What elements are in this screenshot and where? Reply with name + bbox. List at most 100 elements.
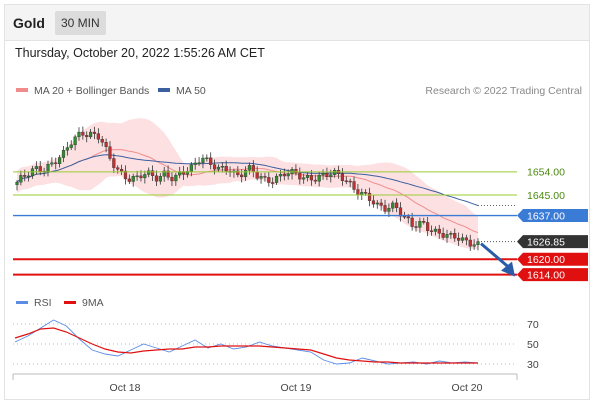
candle-body [395,202,399,208]
candle-body [139,175,143,179]
candle-body [329,174,333,177]
rsi-tick-label: 50 [527,339,539,351]
research-credit: Research © 2022 Trading Central [425,85,582,97]
candle-body [333,170,337,175]
candle-body [437,228,441,234]
candle-body [162,170,166,177]
candle-body [364,192,368,194]
chart-header: Gold 30 MIN [5,5,589,41]
candle-body [92,131,97,134]
candle-body [294,169,298,174]
candle-body [185,171,190,175]
candle-body [255,171,259,179]
candle-body [356,189,360,196]
candle-body [119,169,124,172]
candle-body [453,233,457,239]
support-label-box [517,268,588,282]
candle-body [410,217,414,227]
candle-body [433,228,437,232]
candle-body [123,170,128,180]
candle-body [240,174,244,178]
candle-body [298,172,302,180]
candle-body [224,166,228,172]
candle-body [305,175,310,178]
candle-body [104,142,108,147]
levels-layer: 1654.00 1645.00 1637.00 1626.85 1620.00 1614.… [13,167,588,282]
candle-body [379,202,383,206]
candle-body [27,175,31,178]
candle-body [38,166,42,172]
support-label: 1614.00 [527,269,565,281]
candle-body [321,172,325,176]
candle-body [263,176,267,178]
candle-body [460,237,465,241]
candle-body [135,175,139,178]
x-tick-label: Oct 18 [110,382,141,394]
candle-body [236,170,240,176]
candle-body [174,174,178,182]
candle-body [317,174,321,182]
candle-body [309,175,314,181]
candle-body [259,176,263,179]
candle-body [85,135,89,138]
rsi-ma-legend-swatch [64,301,76,304]
ma50-legend-swatch [158,88,170,92]
candle-body [23,175,27,177]
pivot-label: 1637.00 [527,210,565,222]
candle-body [89,131,93,138]
resistance-label: 1654.00 [527,167,565,179]
candle-body [65,147,69,151]
candle-body [247,165,252,171]
candle-body [69,144,73,148]
rsi-tick-label: 70 [527,319,539,331]
forecast-arrow-shaft [480,242,509,268]
candle-body [131,176,135,182]
rsi-legend-swatch [16,301,28,304]
candle-body [143,174,147,179]
candle-body [371,200,376,205]
rsi-ma-line [14,327,478,364]
candle-body [313,179,317,182]
support-label-box [517,252,588,266]
candle-body [220,166,224,168]
candle-body [468,239,472,247]
x-tick-label: Oct 20 [452,382,483,394]
candle-body [360,192,364,196]
last_price-label-box [517,235,588,249]
timestamp: Thursday, October 20, 2022 1:55:26 AM CE… [15,46,265,60]
candle-body [189,164,193,172]
candle-body [81,131,85,136]
rsi-layer: 70 50 30 [13,319,539,371]
candle-body [77,131,81,138]
candle-body [166,170,170,178]
candle-body [96,133,100,140]
candle-body [426,222,430,231]
candle-body [274,175,279,183]
candle-body [429,230,434,232]
candle-body [61,150,66,158]
candle-body [193,162,197,165]
candle-body [46,164,50,172]
candle-body [375,202,379,205]
candle-body [127,178,131,182]
candle-body [406,216,410,219]
candle-body [150,170,155,176]
candle-body [352,181,356,190]
timeframe-badge[interactable]: 30 MIN [55,11,106,35]
resistance-label: 1645.00 [527,190,565,202]
candle-body [464,237,468,241]
candle-body [112,158,116,168]
ma50-legend-label: MA 50 [176,85,206,97]
candle-body [154,175,159,182]
chart-frame: Gold 30 MIN Thursday, October 20, 2022 1… [4,4,590,400]
candle-body [445,234,449,238]
candle-body [34,166,38,169]
rsi-line [14,319,479,365]
candle-body [100,139,104,143]
candle-body [251,165,255,172]
x-axis: Oct 18 Oct 19 Oct 20 [12,374,518,394]
price-layer [15,118,515,251]
candle-body [472,244,476,247]
candle-body [286,173,290,177]
